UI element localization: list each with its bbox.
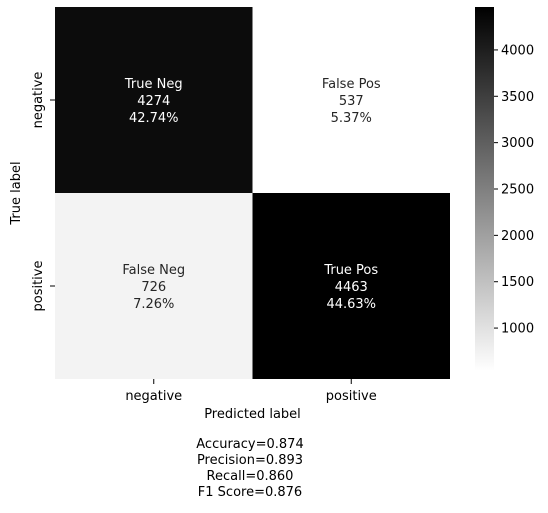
recall-text: Recall=0.860: [206, 469, 294, 484]
heatmap-axes: negative positive negative positive Predicte…: [9, 72, 377, 422]
colorbar-tick-label: 4000: [501, 43, 534, 58]
y-axis-label: True label: [9, 161, 24, 225]
cell-label-count: 726: [141, 280, 166, 295]
cell-label-percent: 42.74%: [129, 111, 179, 126]
precision-text: Precision=0.893: [196, 453, 304, 468]
heatmap-cell: [252, 193, 450, 379]
heatmap-cell-labels: True Neg 4274 42.74% False Pos 537 5.37% False…: [122, 77, 381, 312]
y-tick-label: positive: [31, 261, 46, 312]
cell-label-name: False Pos: [322, 77, 381, 92]
colorbar-tick-label: 3000: [501, 136, 534, 151]
cell-label-name: True Neg: [124, 77, 183, 92]
accuracy-text: Accuracy=0.874: [196, 437, 304, 452]
colorbar: 1000 1500 2000 2500 3000 3500 4000: [475, 7, 534, 371]
cell-label-percent: 5.37%: [331, 111, 372, 126]
heatmap-cell: [55, 193, 253, 379]
cell-label-count: 4274: [137, 94, 170, 109]
colorbar-tick-label: 2000: [501, 229, 534, 244]
colorbar-tick-label: 2500: [501, 183, 534, 198]
cell-label-count: 537: [339, 94, 364, 109]
heatmap-cell: [252, 7, 450, 193]
cell-label-count: 4463: [335, 280, 368, 295]
metrics-summary: Accuracy=0.874 Precision=0.893 Recall=0.…: [150, 437, 350, 501]
heatmap-cell: [55, 7, 253, 193]
cell-label-percent: 7.26%: [133, 297, 174, 312]
x-tick-label: negative: [125, 389, 182, 404]
f1-score-text: F1 Score=0.876: [197, 485, 303, 500]
heatmap-cells: [55, 7, 450, 379]
x-tick-label: positive: [326, 389, 377, 404]
cell-label-name: True Pos: [323, 263, 378, 278]
x-axis-label: Predicted label: [204, 407, 301, 422]
colorbar-tick-label: 3500: [501, 90, 534, 105]
cell-label-percent: 44.63%: [326, 297, 376, 312]
colorbar-gradient: [475, 7, 494, 371]
colorbar-tick-label: 1500: [501, 275, 534, 290]
cell-label-name: False Neg: [122, 263, 185, 278]
y-tick-label: negative: [31, 72, 46, 129]
colorbar-tick-label: 1000: [501, 322, 534, 337]
